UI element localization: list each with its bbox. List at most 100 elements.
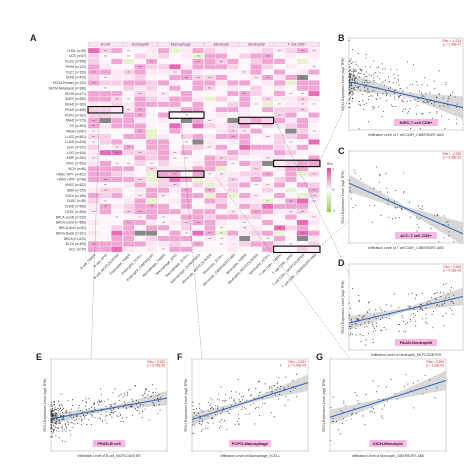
- scatter-point: [58, 404, 60, 406]
- scatter-point: [198, 420, 200, 423]
- scatter-point: [61, 419, 63, 421]
- scatter-point: [235, 391, 237, 393]
- heatmap-cell: [122, 128, 135, 135]
- scatter-point: [385, 172, 387, 174]
- scatter-point: [365, 79, 368, 81]
- scatter-point: [80, 424, 83, 426]
- scatter-point: [413, 308, 415, 310]
- heatmap-cell: [145, 139, 158, 145]
- scatter-point: [380, 214, 382, 216]
- connector-line: [90, 112, 100, 360]
- scatter-point: [447, 221, 449, 223]
- scatter-point: [109, 412, 111, 414]
- heatmap-cell: [250, 90, 263, 97]
- scatter-point: [202, 428, 204, 430]
- heatmap-cell: [238, 182, 251, 188]
- heatmap-cell: [273, 133, 286, 140]
- scatter-point: [396, 398, 398, 400]
- scatter-point: [381, 408, 383, 410]
- heatmap-cell: [157, 203, 170, 210]
- scatter-point: [369, 204, 371, 206]
- scatter-point: [386, 93, 388, 95]
- heatmap-cell: [238, 106, 251, 113]
- scatter-point: [368, 121, 370, 123]
- scatter-point: [211, 406, 213, 408]
- heatmap-cell: [157, 74, 170, 81]
- scatter-point: [134, 408, 136, 410]
- heatmap-cell: [203, 128, 216, 135]
- significance-stars: ***: [139, 65, 142, 69]
- significance-stars: ***: [301, 103, 304, 107]
- scatter-point: [206, 421, 208, 423]
- scatter-point: [449, 307, 451, 309]
- heatmap-cell: [296, 225, 309, 231]
- heatmap-cell: [192, 192, 205, 199]
- heatmap-cell: [99, 139, 112, 145]
- significance-stars: ***: [92, 130, 95, 134]
- heatmap-cell: [157, 144, 170, 151]
- scatter-point: [192, 420, 194, 422]
- scatter-point: [447, 105, 449, 107]
- scatter-point: [241, 406, 243, 408]
- scatter-point: [432, 327, 434, 329]
- scatter-point: [372, 325, 374, 328]
- heatmap-cell: [180, 80, 193, 86]
- heatmap-cell: [296, 85, 309, 92]
- heatmap-cell: [261, 246, 274, 253]
- heatmap-cell: [250, 246, 263, 253]
- scatter-point: [418, 90, 421, 92]
- scatter-point: [429, 111, 431, 114]
- scatter-point: [358, 128, 360, 130]
- significance-stars: ***: [220, 232, 223, 236]
- heatmap-cell: [157, 63, 170, 70]
- scatter-point: [388, 80, 391, 83]
- scatter-point: [198, 407, 201, 409]
- significance-stars: ***: [255, 183, 258, 187]
- scatter-point: [61, 426, 63, 428]
- heatmap-cell: [203, 203, 216, 210]
- scatter-point: [439, 305, 441, 307]
- heatmap-cell: [227, 182, 239, 188]
- scatter-point: [413, 407, 415, 409]
- scatter-point: [210, 407, 212, 409]
- scatter-point: [419, 208, 421, 210]
- heatmap-cell: [99, 235, 112, 242]
- heatmap-row-label: SKCM (n=471): [65, 92, 86, 96]
- heatmap-cell: [203, 246, 216, 253]
- scatter-point: [359, 85, 361, 87]
- scatter-point: [431, 297, 433, 299]
- heatmap-cell: [99, 192, 112, 199]
- heatmap-cell: [285, 160, 297, 167]
- y-axis-label: FDX1 Expression Level (log2 TPM): [341, 170, 345, 223]
- heatmap-cell: [122, 63, 135, 70]
- scatter-point: [59, 422, 61, 424]
- heatmap-cell: [99, 149, 112, 156]
- scatter-point: [226, 428, 228, 431]
- heatmap-row-label: LUSC (n=501): [66, 135, 86, 139]
- scatter-point: [93, 407, 95, 409]
- heatmap-cell: [308, 58, 321, 65]
- heatmap-cell: [134, 219, 147, 226]
- significance-stars: ***: [231, 178, 234, 182]
- scatter-point: [354, 85, 356, 87]
- heatmap-cell: [87, 171, 100, 177]
- scatter-point: [421, 308, 423, 310]
- scatter-point: [295, 387, 297, 389]
- scatter-point: [289, 391, 291, 393]
- scatter-point: [372, 338, 374, 340]
- scatter-point: [63, 429, 65, 431]
- scatter-point: [53, 422, 56, 424]
- scatter-point: [351, 100, 353, 102]
- scatter-point: [57, 410, 59, 412]
- heatmap-cell: [87, 85, 100, 92]
- scatter-point: [445, 221, 447, 223]
- scatter-point: [359, 104, 361, 106]
- scatter-point: [409, 305, 411, 307]
- heatmap-cell: [169, 96, 181, 102]
- highlight-box: [168, 111, 205, 119]
- significance-stars: ***: [162, 194, 165, 198]
- scatter-point: [356, 323, 358, 325]
- heatmap-cell: [250, 230, 263, 237]
- heatmap-cell: [273, 117, 286, 124]
